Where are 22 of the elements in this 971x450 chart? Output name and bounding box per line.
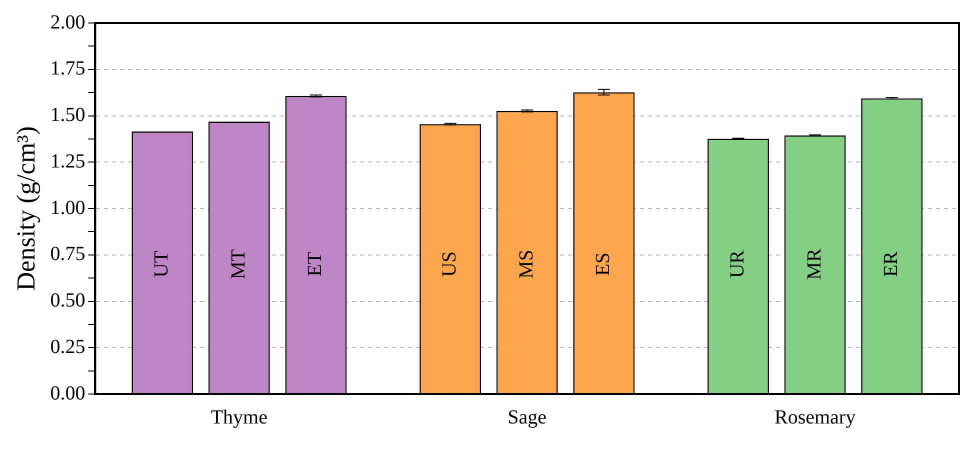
y-tick-label: 0.25 xyxy=(50,336,86,358)
data-label: ET xyxy=(304,252,326,276)
y-tick-label: 1.25 xyxy=(50,150,86,172)
y-axis-title: Density (g/cm³) xyxy=(11,126,40,291)
x-tick-label: Rosemary xyxy=(774,406,856,428)
data-label: UT xyxy=(150,250,173,278)
x-tick-label: Sage xyxy=(508,406,547,428)
y-tick-label: 0.50 xyxy=(50,290,86,312)
y-tick-label: 1.50 xyxy=(50,104,86,126)
y-tick-label: 0.00 xyxy=(50,382,86,404)
y-tick-label: 1.00 xyxy=(50,196,86,219)
data-label: MT xyxy=(227,249,250,280)
data-label: MS xyxy=(515,250,538,279)
data-label: UR xyxy=(726,250,748,278)
y-tick-label: 2.00 xyxy=(50,11,86,34)
y-tick-label: 1.75 xyxy=(50,58,86,80)
data-label: US xyxy=(438,251,461,277)
y-tick-label: 0.75 xyxy=(50,243,86,266)
data-label: MR xyxy=(803,248,826,280)
data-label: ER xyxy=(880,250,902,277)
data-label: ES xyxy=(592,252,614,276)
x-tick-label: Thyme xyxy=(210,406,268,428)
